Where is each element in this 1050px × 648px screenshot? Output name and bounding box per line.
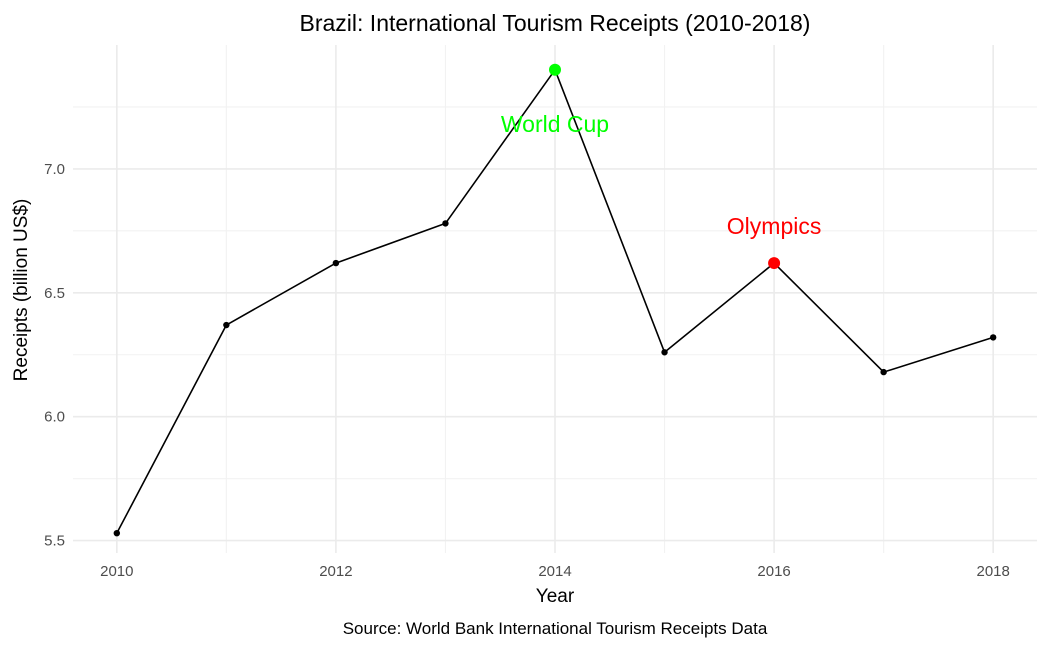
data-point	[223, 321, 230, 329]
x-axis-title: Year	[536, 586, 575, 607]
annotation-label: World Cup	[501, 111, 609, 137]
grid	[73, 45, 1037, 553]
data-point	[880, 368, 887, 376]
x-tick-label: 2016	[757, 563, 790, 580]
axes: 5.5 6.0 6.5 7.0 2010 2012 2014 2016 2018	[44, 161, 1010, 580]
data-point	[661, 349, 668, 356]
y-axis-title: Receipts (billion US$)	[11, 199, 32, 382]
x-tick-label: 2012	[319, 563, 352, 580]
x-tick-label: 2010	[100, 563, 133, 580]
data-point	[989, 334, 997, 341]
annotations: World Cup Olympics	[501, 63, 822, 270]
x-tick-label: 2014	[538, 563, 571, 580]
chart-caption: Source: World Bank International Tourism…	[343, 619, 768, 638]
annotation-label: Olympics	[727, 213, 822, 239]
data-point	[442, 220, 449, 227]
y-tick-label: 6.5	[44, 285, 65, 302]
y-tick-label: 5.5	[44, 533, 65, 550]
data-point	[113, 529, 121, 537]
y-tick-label: 6.0	[44, 409, 65, 426]
x-tick-label: 2018	[976, 563, 1009, 580]
chart-title: Brazil: International Tourism Receipts (…	[300, 10, 811, 36]
y-tick-label: 7.0	[44, 161, 65, 178]
highlight-point	[768, 257, 781, 270]
data-point	[332, 259, 340, 267]
highlight-point	[549, 63, 561, 76]
